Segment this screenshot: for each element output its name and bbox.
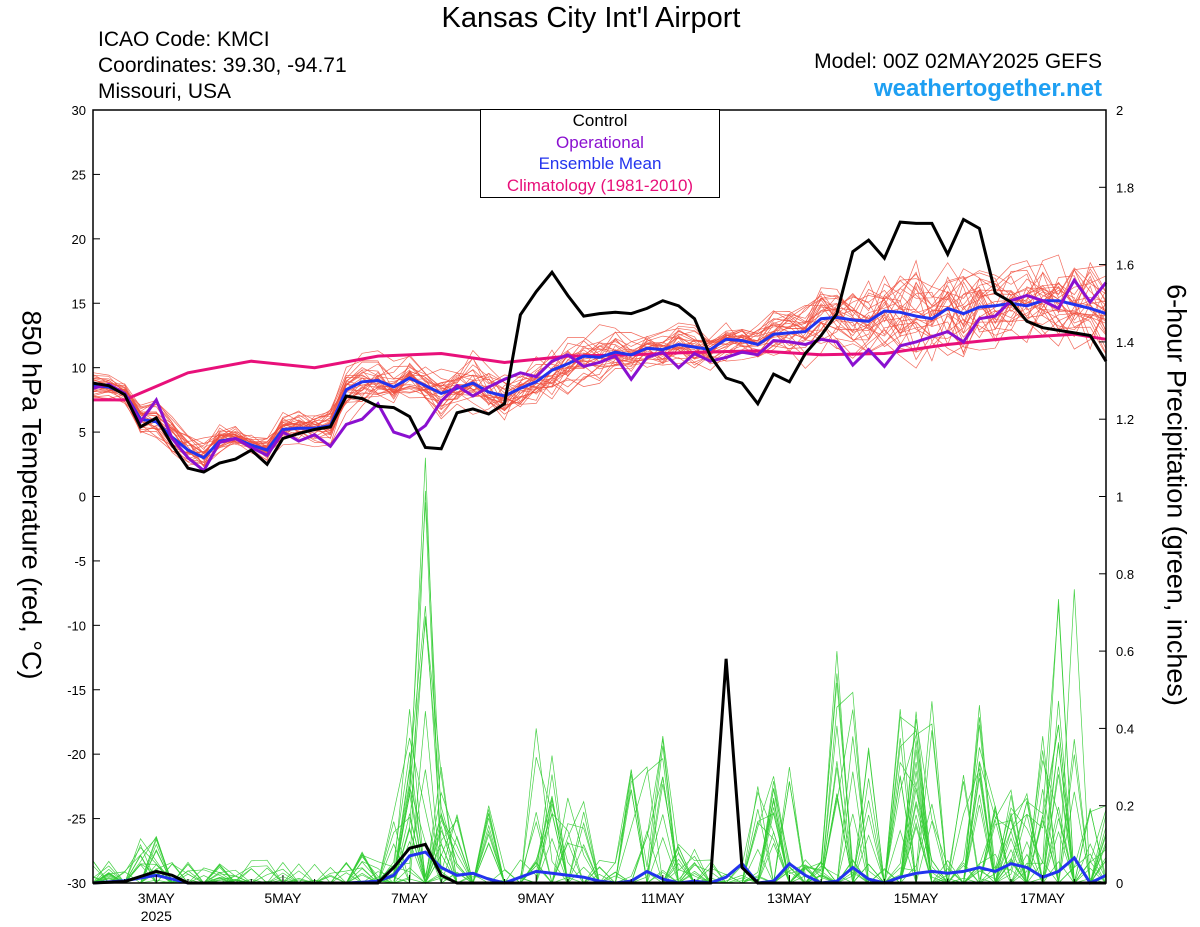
- precipitation-member-line: [93, 738, 1107, 884]
- temperature-member-line: [92, 254, 1107, 470]
- y-right-tick-label: 0.4: [1116, 721, 1134, 736]
- y-right-tick-label: 0.6: [1116, 644, 1134, 659]
- precipitation-member-line: [92, 761, 1107, 884]
- temperature-member-line: [92, 276, 1107, 455]
- y-left-tick-label: -30: [67, 876, 86, 891]
- precipitation-member-line: [92, 651, 1106, 884]
- y-left-tick-label: 25: [72, 167, 86, 182]
- y-right-tick-label: 1: [1116, 490, 1123, 505]
- y-left-tick-label: 10: [72, 361, 86, 376]
- coordinates: Coordinates: 39.30, -94.71: [98, 54, 347, 77]
- control-precipitation-line: [92, 658, 1106, 885]
- plot-frame: [92, 109, 1107, 884]
- ensemble-members: [92, 254, 1107, 885]
- y-right-tick-label: 0: [1116, 876, 1123, 891]
- y-left-tick-label: -20: [67, 747, 86, 762]
- temperature-member-line: [92, 278, 1107, 454]
- operational-temperature-line: [92, 277, 1108, 473]
- y-left-tick-label: 30: [72, 103, 86, 118]
- temperature-member-line: [92, 275, 1107, 445]
- y-right-tick-label: 0.2: [1116, 799, 1134, 814]
- y-right-tick-label: 0.8: [1116, 567, 1134, 582]
- y-left-tick-label: 15: [72, 296, 86, 311]
- precipitation-member-line: [92, 620, 1107, 884]
- y-left-tick-label: -10: [67, 618, 86, 633]
- precipitation-member-line: [93, 682, 1107, 884]
- y-left-tick-label: -5: [74, 554, 86, 569]
- precipitation-member-line: [93, 719, 1107, 884]
- control-temperature-line: [92, 217, 1108, 474]
- precipitation-member-line: [92, 766, 1106, 884]
- legend-item-ensemble-mean: Ensemble Mean: [538, 154, 662, 173]
- x-tick-label: 9MAY: [518, 890, 556, 906]
- precipitation-member-line: [93, 616, 1107, 885]
- y-right-tick-label: 1.8: [1116, 180, 1134, 195]
- y-left-tick-label: 5: [79, 425, 86, 440]
- legend-item-climatology: Climatology (1981-2010): [506, 175, 694, 195]
- site-link[interactable]: weathertogether.net: [873, 75, 1102, 102]
- precipitation-member-line: [92, 502, 1107, 884]
- precipitation-member-line: [92, 750, 1106, 884]
- precipitation-member-line: [92, 728, 1107, 884]
- y-right-axis-title: 6-hour Precipitation (green, inches): [1161, 284, 1192, 706]
- x-tick-label: 11MAY: [641, 890, 685, 906]
- chart-title: Kansas City Int'l Airport: [441, 2, 741, 34]
- precipitation-member-line: [93, 752, 1106, 885]
- y-left-tick-label: 0: [79, 490, 86, 505]
- precipitation-member-line: [92, 490, 1107, 884]
- location: Missouri, USA: [98, 80, 232, 103]
- legend: Control Operational Ensemble Mean Climat…: [480, 109, 720, 198]
- x-tick-label: 7MAY: [391, 890, 429, 906]
- x-tick-label: 15MAY: [894, 890, 940, 906]
- x-tick-label: 5MAY: [264, 890, 302, 906]
- highlighted-series: [92, 217, 1108, 885]
- x-tick-label: 17MAY: [1020, 890, 1066, 906]
- precipitation-member-line: [92, 738, 1106, 884]
- icao-code: ICAO Code: KMCI: [98, 28, 270, 51]
- x-tick-label: 13MAY: [767, 890, 813, 906]
- y-left-axis-title: 850 hPa Temperature (red, °C): [16, 310, 47, 680]
- precipitation-member-line: [92, 457, 1106, 885]
- axes: 302520151050-5-10-15-20-25-3021.81.61.41…: [67, 103, 1134, 924]
- climatology-line: [93, 332, 1107, 402]
- ensemble-mean-temperature-line: [92, 299, 1107, 460]
- precipitation-member-line: [92, 723, 1107, 884]
- y-right-tick-label: 2: [1116, 103, 1123, 118]
- x-tick-sublabel: 2025: [141, 908, 172, 924]
- temperature-member-line: [92, 280, 1107, 454]
- y-left-tick-label: 20: [72, 232, 86, 247]
- precipitation-member-line: [93, 749, 1107, 884]
- model-run: Model: 00Z 02MAY2025 GEFS: [814, 50, 1102, 73]
- precipitation-member-line: [92, 605, 1106, 884]
- x-tick-label: 3MAY: [138, 890, 176, 906]
- y-right-tick-label: 1.4: [1116, 335, 1134, 350]
- y-left-tick-label: -25: [67, 812, 86, 827]
- y-right-tick-label: 1.2: [1116, 412, 1134, 427]
- y-left-tick-label: -15: [67, 683, 86, 698]
- y-right-tick-label: 1.6: [1116, 258, 1134, 273]
- legend-item-operational: Operational: [556, 132, 644, 152]
- legend-item-control: Control: [572, 111, 628, 130]
